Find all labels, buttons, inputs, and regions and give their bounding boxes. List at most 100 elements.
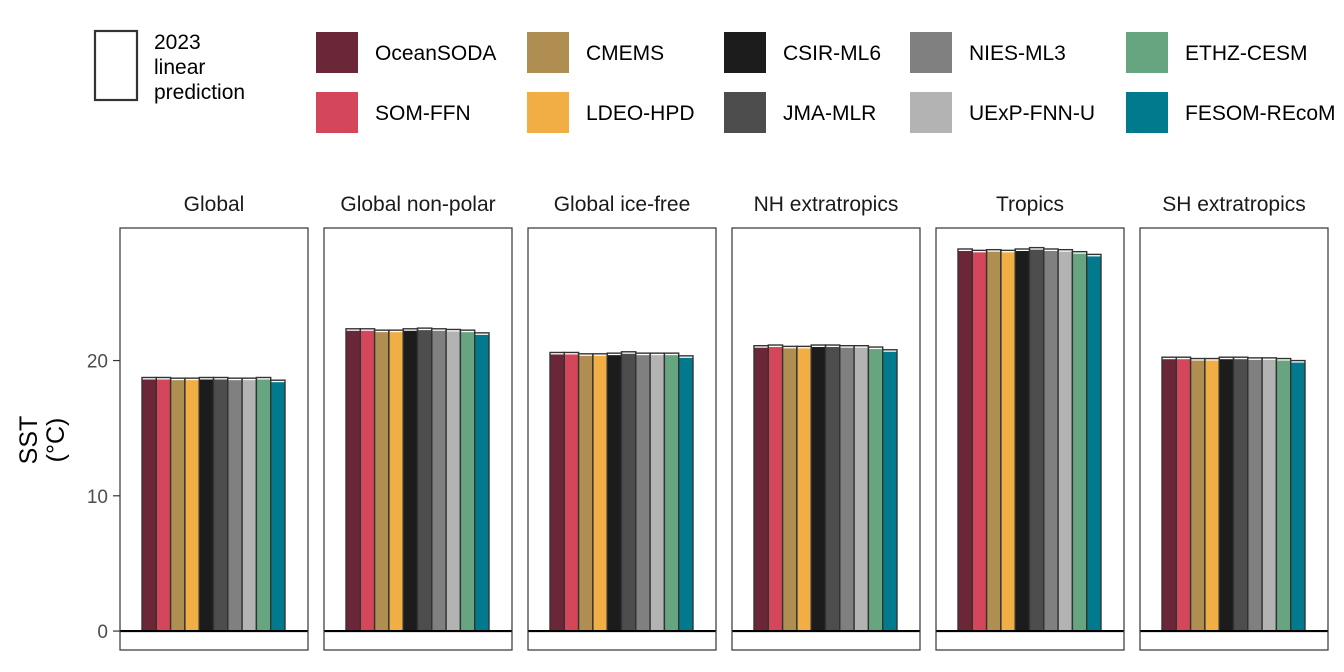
legend-label-som-ffn: SOM-FFN [375, 102, 471, 125]
bar-ldeo-hpd [1000, 252, 1016, 632]
bar-jma-mlr [621, 353, 636, 632]
bar-nies-ml3 [431, 330, 447, 632]
bar-ldeo-hpd [1204, 360, 1220, 632]
bar-cmems [986, 251, 1001, 632]
y-tick-label: 20 [87, 352, 108, 373]
bar-ethz-cesm [664, 355, 679, 632]
bar-som-ffn [156, 379, 171, 632]
panel-border [323, 227, 513, 651]
legend-key-nies-ml3 [910, 32, 952, 73]
legend-key-uexp-fnn-u [910, 92, 952, 133]
bar-jma-mlr [213, 379, 228, 632]
legend-label-uexp-fnn-u: UExP-FNN-U [969, 102, 1095, 125]
bar-ethz-cesm [460, 332, 475, 632]
legend-label-jma-mlr: JMA-MLR [783, 102, 876, 125]
legend-label-fesom-recom: FESOM-REcoM [1185, 102, 1336, 125]
bar-ethz-cesm [256, 379, 271, 632]
legend-label-linear-prediction: 2023 [154, 31, 201, 54]
legend-label-ethz-cesm: ETHZ-CESM [1185, 42, 1308, 65]
legend-key-csir-ml6 [724, 32, 766, 73]
panel-nh-extratropics: NH extratropics [731, 193, 921, 651]
bar-som-ffn [1176, 359, 1191, 632]
bar-uexp-fnn-u [242, 380, 257, 632]
bar-som-ffn [564, 354, 579, 632]
y-axis-label: SST(°C) [15, 416, 70, 465]
legend-key-ethz-cesm [1126, 32, 1168, 73]
bar-nies-ml3 [227, 380, 243, 632]
bar-ldeo-hpd [592, 355, 608, 632]
bar-jma-mlr [1233, 359, 1248, 632]
bar-ldeo-hpd [184, 380, 200, 632]
panel-title: NH extratropics [754, 193, 899, 216]
panel-global-ice-free: Global ice-free [527, 193, 717, 651]
bar-oceansoda [346, 330, 361, 632]
panel-border [1139, 227, 1329, 651]
bar-cmems [374, 332, 389, 632]
legend-label-csir-ml6: CSIR-ML6 [783, 42, 881, 65]
legend-label-ldeo-hpd: LDEO-HPD [586, 102, 695, 125]
y-axis: 0 10 20 SST(°C) [15, 352, 120, 643]
bar-uexp-fnn-u [854, 347, 869, 632]
bar-ethz-cesm [868, 349, 883, 632]
bar-nies-ml3 [1247, 359, 1263, 632]
bar-fesom-recom [474, 334, 489, 632]
bar-jma-mlr [1029, 249, 1044, 632]
bar-cmems [782, 348, 797, 632]
bar-csir-ml6 [811, 347, 826, 632]
bar-jma-mlr [825, 347, 840, 632]
bar-ethz-cesm [1072, 253, 1087, 632]
bar-fesom-recom [678, 357, 693, 632]
panel-border [527, 227, 717, 651]
bar-oceansoda [142, 379, 157, 632]
bar-csir-ml6 [1219, 359, 1234, 632]
bar-uexp-fnn-u [446, 331, 461, 632]
legend-label-nies-ml3: NIES-ML3 [969, 42, 1066, 65]
legend-label-cmems: CMEMS [586, 42, 664, 65]
bar-nies-ml3 [839, 347, 855, 632]
y-tick-label: 10 [87, 487, 108, 508]
panel-title: Tropics [996, 193, 1064, 216]
bar-cmems [170, 380, 185, 632]
y-tick-label: 0 [97, 622, 108, 643]
bar-csir-ml6 [403, 330, 418, 632]
bar-ldeo-hpd [796, 348, 812, 632]
panel-border [119, 227, 309, 651]
bar-som-ffn [360, 330, 375, 632]
panel-global-non-polar: Global non-polar [323, 193, 513, 651]
panel-global: Global [119, 193, 309, 651]
legend-label-linear-prediction: prediction [154, 81, 245, 104]
bar-oceansoda [754, 347, 769, 632]
legend-label-linear-prediction: linear [154, 56, 205, 79]
legend-key-oceansoda [316, 32, 358, 73]
panel-border [935, 227, 1125, 651]
legend-key-linear-prediction [93, 29, 139, 102]
panel-tropics: Tropics [935, 193, 1125, 651]
bar-fesom-recom [270, 382, 285, 632]
bar-oceansoda [958, 250, 973, 632]
bar-oceansoda [550, 354, 565, 632]
bar-ldeo-hpd [388, 332, 404, 632]
bar-fesom-recom [1086, 256, 1101, 632]
bar-cmems [1190, 360, 1205, 632]
bar-fesom-recom [1290, 362, 1305, 632]
panel-title: Global [184, 193, 245, 216]
bar-som-ffn [768, 347, 783, 632]
bar-csir-ml6 [607, 355, 622, 632]
panel-title: Global ice-free [554, 193, 691, 216]
legend-key-fesom-recom [1126, 92, 1168, 133]
bar-uexp-fnn-u [650, 355, 665, 632]
legend-key-ldeo-hpd [527, 92, 569, 133]
legend-key-jma-mlr [724, 92, 766, 133]
bar-oceansoda [1162, 359, 1177, 632]
panel-sh-extratropics: SH extratropics [1139, 193, 1329, 651]
legend-key-som-ffn [316, 92, 358, 133]
bar-csir-ml6 [1015, 250, 1030, 632]
bar-uexp-fnn-u [1058, 251, 1073, 632]
bar-ethz-cesm [1276, 360, 1291, 632]
bar-som-ffn [972, 252, 987, 632]
legend-key-cmems [527, 32, 569, 73]
bar-cmems [578, 355, 593, 632]
bar-nies-ml3 [1043, 250, 1059, 632]
